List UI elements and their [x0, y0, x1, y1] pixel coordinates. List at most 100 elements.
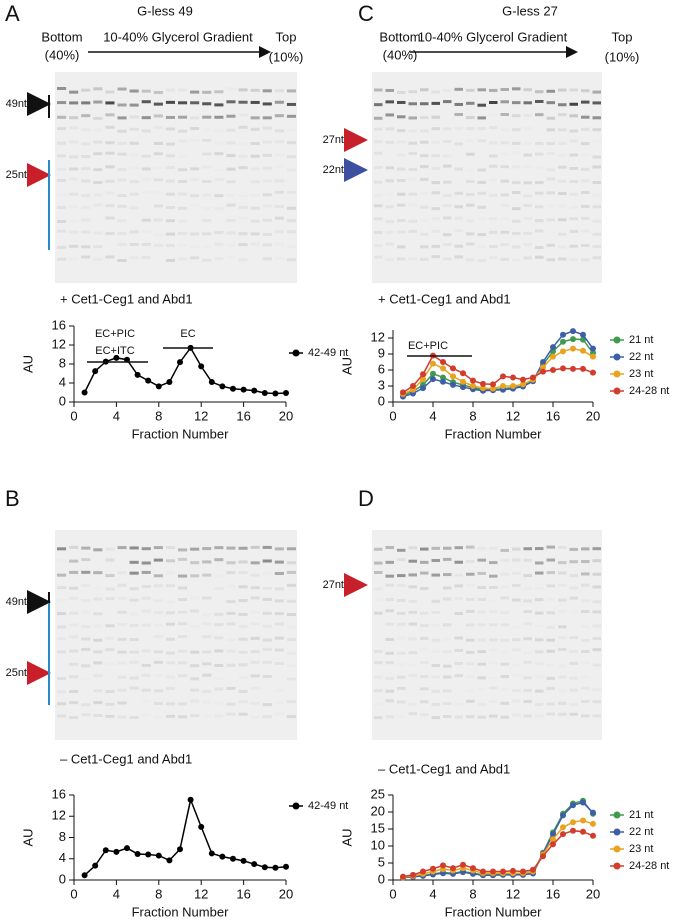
- gel-band: [286, 155, 296, 159]
- gel-band: [190, 714, 200, 718]
- gel-band: [558, 647, 567, 651]
- gel-band: [385, 88, 394, 92]
- gel-band: [397, 167, 406, 171]
- bottom-pct: (40%): [383, 47, 418, 62]
- gel-band: [226, 649, 236, 653]
- gel-band: [454, 560, 463, 564]
- gel-band: [69, 649, 79, 653]
- gel-band: [466, 192, 475, 196]
- gel-band: [443, 701, 452, 705]
- top-label: Top: [612, 29, 633, 44]
- gel-band: [226, 231, 236, 235]
- data-point: [470, 383, 476, 389]
- y-tick-label: 0: [378, 871, 385, 886]
- x-tick-label: 16: [546, 886, 560, 901]
- x-axis-label: Fraction Number: [445, 904, 542, 919]
- y-tick-label: 8: [59, 829, 66, 844]
- gel-band: [251, 242, 260, 245]
- gel-band: [178, 622, 188, 626]
- gel-band: [512, 626, 521, 629]
- legend-dot: [613, 862, 621, 870]
- gel-band: [466, 559, 475, 563]
- gel-band: [118, 623, 127, 626]
- gel-band: [262, 703, 272, 707]
- x-tick-label: 8: [469, 408, 476, 423]
- gel-band: [558, 205, 567, 208]
- gel-band: [214, 242, 224, 246]
- gel-band: [466, 101, 475, 105]
- gel-band: [190, 139, 199, 142]
- gel-band: [409, 203, 418, 206]
- gel-band: [523, 256, 532, 260]
- gel-band: [592, 547, 601, 551]
- gel-band: [420, 165, 429, 169]
- gel-band: [129, 192, 139, 196]
- gel-band: [275, 689, 284, 692]
- gel-band: [374, 103, 383, 107]
- gel-band: [512, 101, 521, 105]
- gel-band: [214, 623, 224, 627]
- gel-band: [214, 168, 223, 171]
- gel-band: [165, 165, 175, 169]
- gel-band: [178, 244, 187, 247]
- gel-band: [93, 661, 103, 665]
- gel-band: [523, 547, 532, 551]
- gel-band: [178, 155, 187, 158]
- gel-band: [477, 233, 486, 237]
- gel-band: [397, 686, 406, 690]
- gel-band: [581, 686, 590, 690]
- gel-band: [250, 127, 260, 131]
- gel-band: [238, 243, 248, 247]
- gel-band: [69, 116, 79, 120]
- gel-band: [581, 127, 590, 131]
- gel-band: [397, 245, 406, 249]
- data-point: [570, 365, 576, 372]
- gel-band: [165, 219, 175, 223]
- gel-band: [214, 574, 223, 577]
- gel-band: [454, 87, 463, 91]
- gel-band: [409, 257, 418, 260]
- gel-band: [477, 623, 486, 627]
- gel-band: [535, 598, 544, 602]
- gel-band: [570, 703, 579, 706]
- gel-band: [397, 100, 406, 104]
- data-point: [261, 864, 268, 871]
- gel-caption: – Cet1-Ceg1 and Abd1: [378, 761, 510, 776]
- gel-band: [523, 574, 532, 578]
- gel-band: [489, 586, 498, 590]
- gel-band: [431, 573, 440, 577]
- gel-band: [420, 660, 429, 664]
- gel-band: [190, 127, 200, 131]
- gel-band: [238, 125, 248, 129]
- gel-band: [374, 661, 383, 665]
- gel-band: [57, 690, 67, 694]
- gel-band: [274, 648, 284, 652]
- gel-band: [397, 257, 406, 261]
- gel-band: [153, 702, 163, 706]
- data-point: [550, 836, 556, 843]
- data-point: [155, 383, 162, 390]
- gel-band: [546, 116, 555, 120]
- gel-band: [592, 128, 601, 132]
- x-tick-label: 8: [155, 408, 162, 423]
- gel-band: [250, 586, 260, 590]
- gel-band: [455, 597, 464, 600]
- gel-band: [500, 87, 509, 91]
- gel-band: [592, 663, 601, 667]
- data-point: [550, 831, 556, 838]
- x-tick-label: 12: [194, 408, 208, 423]
- gel-band: [93, 193, 102, 196]
- gel-band: [57, 193, 66, 196]
- x-tick-label: 20: [586, 886, 600, 901]
- gel-band: [385, 609, 394, 613]
- gel-band: [420, 192, 429, 195]
- gel-band: [455, 127, 464, 130]
- gel-band: [420, 571, 429, 575]
- gel-band: [250, 660, 260, 664]
- gel-band: [238, 663, 248, 667]
- gel-band: [489, 686, 498, 690]
- gel-band: [286, 677, 296, 681]
- gel-band: [129, 638, 139, 642]
- gel-band: [286, 637, 296, 641]
- gel-band: [546, 611, 555, 615]
